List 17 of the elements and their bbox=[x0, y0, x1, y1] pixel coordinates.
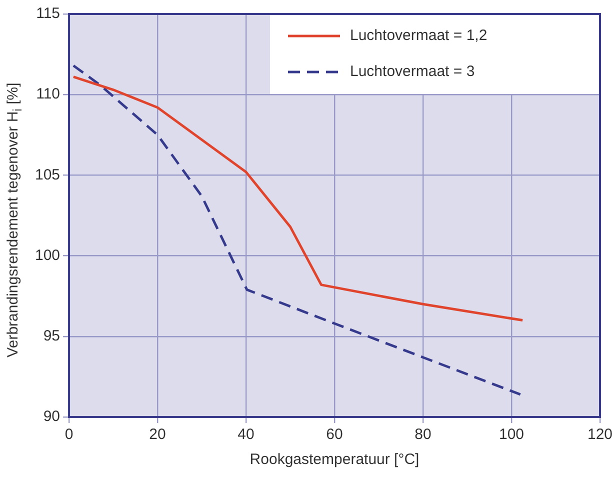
y-tick-label: 90 bbox=[43, 408, 60, 426]
x-tick-label: 100 bbox=[498, 426, 524, 444]
legend-label: Luchtovermaat = 1,2 bbox=[350, 27, 488, 44]
x-tick-label: 80 bbox=[414, 426, 432, 444]
x-tick-label: 20 bbox=[149, 426, 166, 444]
y-tick-label: 105 bbox=[34, 166, 60, 184]
x-axis-title: Rookgastemperatuur [°C] bbox=[250, 451, 420, 468]
x-tick-label: 120 bbox=[587, 426, 613, 444]
x-tick-label: 60 bbox=[326, 426, 343, 444]
x-tick-label: 40 bbox=[238, 426, 254, 444]
y-tick-label: 95 bbox=[43, 328, 60, 345]
y-tick-label: 100 bbox=[34, 246, 60, 264]
legend-label: Luchtovermaat = 3 bbox=[350, 63, 475, 80]
y-tick-label: 110 bbox=[36, 86, 60, 103]
y-tick-label: 115 bbox=[36, 5, 60, 22]
x-tick-label: 0 bbox=[64, 426, 74, 444]
line-series bbox=[72, 64, 522, 396]
